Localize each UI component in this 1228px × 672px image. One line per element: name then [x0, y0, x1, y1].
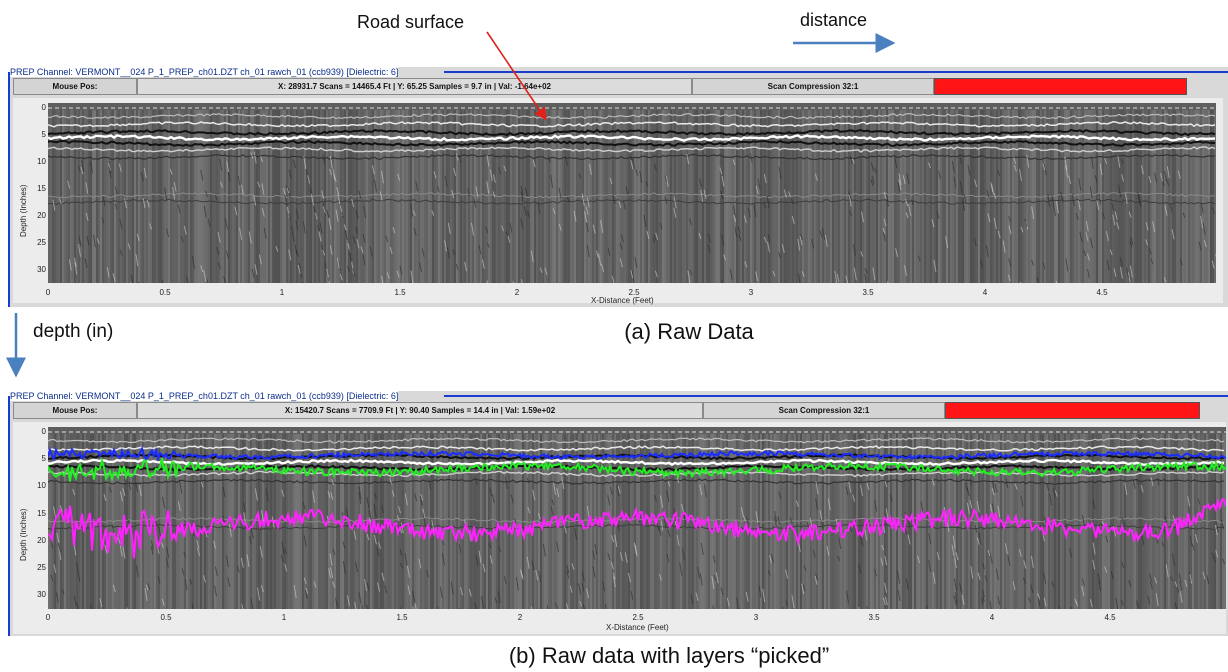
scan-compression-label: Scan Compression 32:1	[692, 78, 934, 95]
y-tick: 20	[37, 536, 46, 545]
distance-annotation: distance	[800, 10, 868, 30]
y-tick: 15	[37, 184, 46, 193]
x-tick: 3.5	[868, 613, 880, 622]
picked-layer-blue	[48, 445, 1226, 463]
scan-compression-label: Scan Compression 32:1	[703, 402, 945, 419]
caption-raw-data: (a) Raw Data	[624, 319, 754, 344]
x-tick: 3	[748, 288, 754, 297]
reflection-band	[48, 523, 1225, 530]
panel-title: PREP Channel: VERMONT__024 P_1_PREP_ch01…	[8, 67, 399, 77]
reflection-band	[48, 445, 1225, 452]
x-tick: 4	[989, 613, 995, 622]
y-tick: 0	[41, 427, 46, 436]
mouse-pos-label: Mouse Pos:	[13, 78, 137, 95]
x-tick: 2	[517, 613, 523, 622]
reflection-band	[48, 198, 1216, 205]
x-axis-label: X-Distance (Feet)	[591, 296, 654, 305]
x-tick: 2.5	[632, 613, 644, 622]
panel-title: PREP Channel: VERMONT__024 P_1_PREP_ch01…	[8, 391, 399, 401]
mouse-pos-label: Mouse Pos:	[13, 402, 137, 419]
x-tick: 2	[514, 288, 520, 297]
panel-border-left	[8, 396, 10, 636]
reflection-band	[48, 139, 1216, 148]
radar-panel-picked: PREP Channel: VERMONT__024 P_1_PREP_ch01…	[8, 391, 1228, 636]
radar-panel-raw: PREP Channel: VERMONT__024 P_1_PREP_ch01…	[8, 67, 1228, 307]
reflection-band	[48, 128, 1216, 137]
title-rule	[444, 71, 1228, 73]
y-tick: 25	[37, 563, 46, 572]
x-tick: 3.5	[862, 288, 874, 297]
title-rule	[444, 395, 1228, 397]
reflection-band	[48, 470, 1225, 478]
status-bar: Mouse Pos: X: 15420.7 Scans = 7709.9 Ft …	[13, 402, 1200, 419]
x-tick: 1.5	[396, 613, 408, 622]
x-tick: 4.5	[1096, 288, 1108, 297]
x-tick: 1	[281, 613, 287, 622]
x-tick: 0.5	[159, 288, 171, 297]
x-tick: 0.5	[160, 613, 172, 622]
x-tick: 1	[279, 288, 285, 297]
reflection-band	[48, 134, 1216, 142]
road-surface-annotation: Road surface	[357, 12, 465, 32]
reflection-band	[48, 478, 1225, 485]
reflection-band	[48, 146, 1216, 153]
y-tick: 15	[37, 509, 46, 518]
radargram-svg	[48, 431, 1226, 609]
noise-texture	[50, 476, 1225, 609]
radargram-image[interactable]	[48, 103, 1216, 283]
x-tick: 4.5	[1104, 613, 1116, 622]
mouse-pos-readout: X: 15420.7 Scans = 7709.9 Ft | Y: 90.40 …	[137, 402, 703, 419]
y-tick: 10	[37, 481, 46, 490]
reflection-band	[48, 437, 1225, 444]
compression-indicator-bar	[945, 402, 1200, 419]
x-tick: 4	[982, 288, 988, 297]
y-tick: 20	[37, 211, 46, 220]
x-tick: 0	[45, 613, 51, 622]
y-tick: 5	[41, 454, 46, 463]
x-tick: 2.5	[628, 288, 640, 297]
x-tick: 1.5	[394, 288, 406, 297]
road-surface-arrow	[486, 31, 547, 121]
x-tick: 3	[753, 613, 759, 622]
caption-picked-layers: (b) Raw data with layers “picked”	[508, 643, 830, 668]
reflection-band	[48, 113, 1216, 120]
radargram-svg	[48, 107, 1216, 283]
noise-texture	[52, 151, 1216, 283]
compression-indicator-bar	[934, 78, 1187, 95]
y-tick: 10	[37, 157, 46, 166]
x-tick: 0	[45, 288, 51, 297]
y-tick: 5	[41, 130, 46, 139]
y-tick: 25	[37, 238, 46, 247]
reflection-band	[48, 121, 1216, 128]
mouse-pos-readout: X: 28931.7 Scans = 14465.4 Ft | Y: 65.25…	[137, 78, 692, 95]
panel-border-left	[8, 72, 10, 307]
depth-annotation: depth (in)	[33, 321, 114, 342]
picked-layer-green	[48, 457, 1226, 483]
radargram-image[interactable]	[48, 427, 1226, 609]
x-axis-label: X-Distance (Feet)	[606, 623, 669, 632]
y-tick: 30	[37, 265, 46, 274]
y-tick: 0	[41, 103, 46, 112]
status-bar: Mouse Pos: X: 28931.7 Scans = 14465.4 Ft…	[13, 78, 1187, 95]
reflection-band	[48, 192, 1216, 199]
picked-layer-magenta	[48, 497, 1226, 559]
y-tick: 30	[37, 590, 46, 599]
